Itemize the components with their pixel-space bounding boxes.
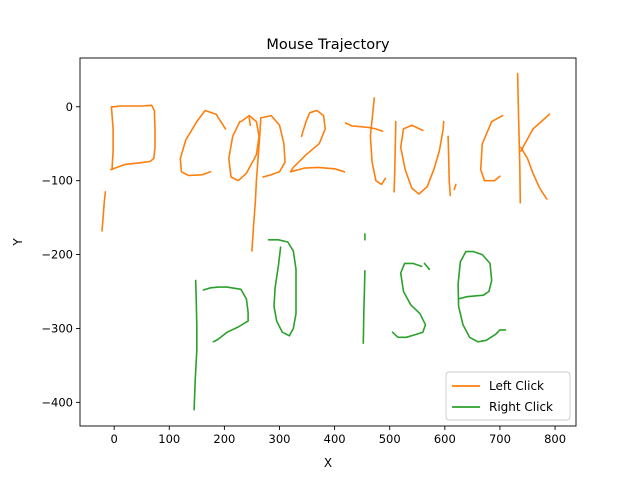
trajectory-stroke <box>202 286 249 343</box>
trajectory-stroke <box>228 114 260 182</box>
trajectory-stroke <box>453 183 457 191</box>
x-tick-label: 0 <box>111 432 118 446</box>
trajectory-stroke <box>362 269 366 345</box>
trajectory-stroke <box>248 117 252 126</box>
trajectory-stroke <box>267 239 297 337</box>
x-axis-label: X <box>324 456 332 470</box>
x-tick-label: 300 <box>269 432 291 446</box>
y-tick-label: −400 <box>41 395 73 409</box>
y-axis: 0 −100 −200 −300 −400 <box>41 100 80 409</box>
trajectory-stroke <box>110 104 156 171</box>
trajectory-stroke <box>520 113 551 152</box>
chart-title: Mouse Trajectory <box>266 37 390 53</box>
plot-area <box>79 57 577 427</box>
y-tick-label: 0 <box>66 100 73 114</box>
trajectory-stroke <box>520 146 548 200</box>
series-layer <box>101 72 551 411</box>
x-tick-label: 200 <box>213 432 235 446</box>
trajectory-stroke <box>193 279 198 411</box>
plot-frame <box>79 57 577 427</box>
legend-label: Right Click <box>489 400 553 414</box>
trajectory-stroke <box>369 97 387 186</box>
trajectory-stroke <box>479 114 504 182</box>
y-tick-label: −100 <box>41 174 73 188</box>
trajectory-stroke <box>399 120 445 195</box>
y-axis-label: Y <box>11 238 25 247</box>
trajectory-stroke <box>447 135 452 197</box>
x-tick-label: 100 <box>158 432 180 446</box>
y-tick-label: −300 <box>41 321 73 335</box>
trajectory-stroke <box>391 262 427 339</box>
x-tick-label: 500 <box>379 432 401 446</box>
legend-box <box>445 371 571 421</box>
trajectory-stroke <box>344 122 384 132</box>
trajectory-stroke <box>101 191 107 232</box>
x-tick-label: 700 <box>489 432 511 446</box>
trajectory-stroke <box>516 72 522 204</box>
trajectory-stroke <box>423 262 431 271</box>
legend-label: Left Click <box>489 379 544 393</box>
x-tick-label: 800 <box>544 432 566 446</box>
series-1 <box>193 233 507 411</box>
trajectory-stroke <box>179 109 227 177</box>
x-tick-label: 400 <box>324 432 346 446</box>
legend: Left Click Right Click <box>445 371 571 421</box>
y-tick-label: −200 <box>41 248 73 262</box>
trajectory-stroke <box>251 114 286 252</box>
x-axis: 0 100 200 300 400 500 600 700 800 <box>111 426 566 446</box>
x-tick-label: 600 <box>434 432 456 446</box>
series-0 <box>101 72 551 252</box>
trajectory-stroke <box>457 250 507 343</box>
trajectory-stroke <box>393 120 397 193</box>
trajectory-stroke <box>289 109 346 173</box>
